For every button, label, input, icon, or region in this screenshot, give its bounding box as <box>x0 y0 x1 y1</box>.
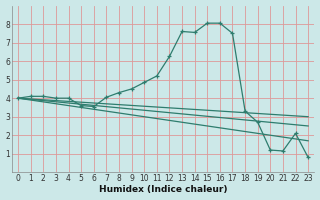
X-axis label: Humidex (Indice chaleur): Humidex (Indice chaleur) <box>99 185 228 194</box>
